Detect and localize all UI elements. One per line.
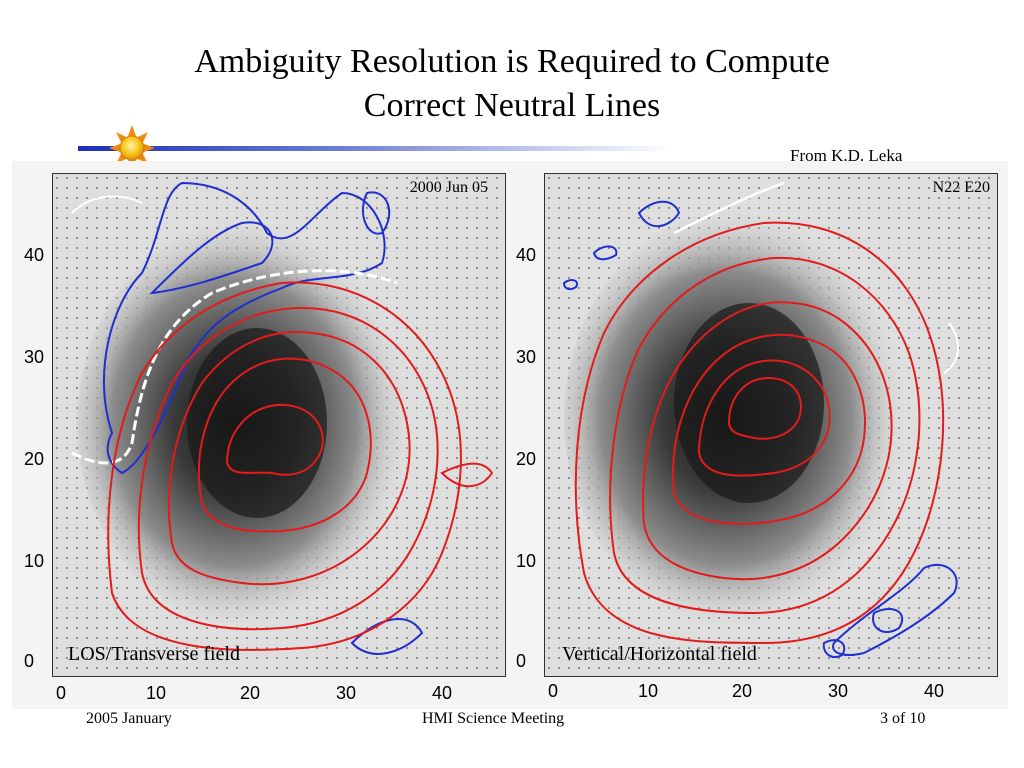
left-y-tick-20: 20 bbox=[24, 449, 45, 469]
right-magnetogram-panel: N22 E20 Vertical/Horizontal field bbox=[544, 173, 998, 677]
left-magnetogram-plot bbox=[52, 173, 506, 677]
footer-date: 2005 January bbox=[86, 710, 172, 727]
right-x-tick-20: 20 bbox=[732, 681, 753, 701]
left-x-tick-40: 40 bbox=[432, 683, 453, 703]
slide-title: Ambiguity Resolution is Required to Comp… bbox=[0, 40, 1024, 128]
magnetogram-figure: 2000 Jun 05 LOS/Transverse field bbox=[12, 161, 1008, 709]
right-magnetogram-plot bbox=[544, 173, 998, 677]
left-y-tick-30: 30 bbox=[24, 347, 45, 367]
neutral-line bbox=[673, 181, 785, 235]
right-y-tick-20: 20 bbox=[516, 449, 537, 469]
positive-contour bbox=[574, 221, 945, 645]
right-x-tick-10: 10 bbox=[638, 681, 659, 701]
date-label: 2000 Jun 05 bbox=[409, 179, 488, 196]
location-label: N22 E20 bbox=[932, 179, 990, 196]
right-x-tick-30: 30 bbox=[828, 681, 849, 701]
left-x-tick-30: 30 bbox=[336, 683, 357, 703]
slide-title-line-1: Ambiguity Resolution is Required to Comp… bbox=[194, 43, 830, 80]
right-panel-caption: Vertical/Horizontal field bbox=[562, 643, 757, 665]
left-y-tick-10: 10 bbox=[24, 551, 45, 571]
left-x-tick-20: 20 bbox=[240, 683, 261, 703]
right-y-tick-30: 30 bbox=[516, 347, 537, 367]
negative-contour bbox=[832, 563, 958, 656]
divider-bar bbox=[78, 146, 674, 151]
right-x-tick-40: 40 bbox=[924, 681, 945, 701]
right-x-tick-0: 0 bbox=[548, 681, 559, 701]
footer-event: HMI Science Meeting bbox=[422, 710, 565, 727]
credit-text: From K.D. Leka bbox=[790, 146, 903, 165]
left-y-tick-40: 40 bbox=[24, 245, 45, 265]
positive-contour bbox=[107, 281, 462, 651]
left-y-tick-0: 0 bbox=[24, 651, 35, 671]
footer-page-number: 3 of 10 bbox=[880, 710, 926, 727]
right-y-tick-0: 0 bbox=[516, 651, 527, 671]
left-x-tick-0: 0 bbox=[56, 683, 67, 703]
right-y-tick-10: 10 bbox=[516, 551, 537, 571]
left-x-tick-10: 10 bbox=[146, 683, 167, 703]
slide-title-line-2: Correct Neutral Lines bbox=[363, 87, 661, 124]
left-panel-caption: LOS/Transverse field bbox=[68, 643, 241, 665]
left-magnetogram-panel: 2000 Jun 05 LOS/Transverse field bbox=[52, 173, 506, 677]
right-y-tick-40: 40 bbox=[516, 245, 537, 265]
